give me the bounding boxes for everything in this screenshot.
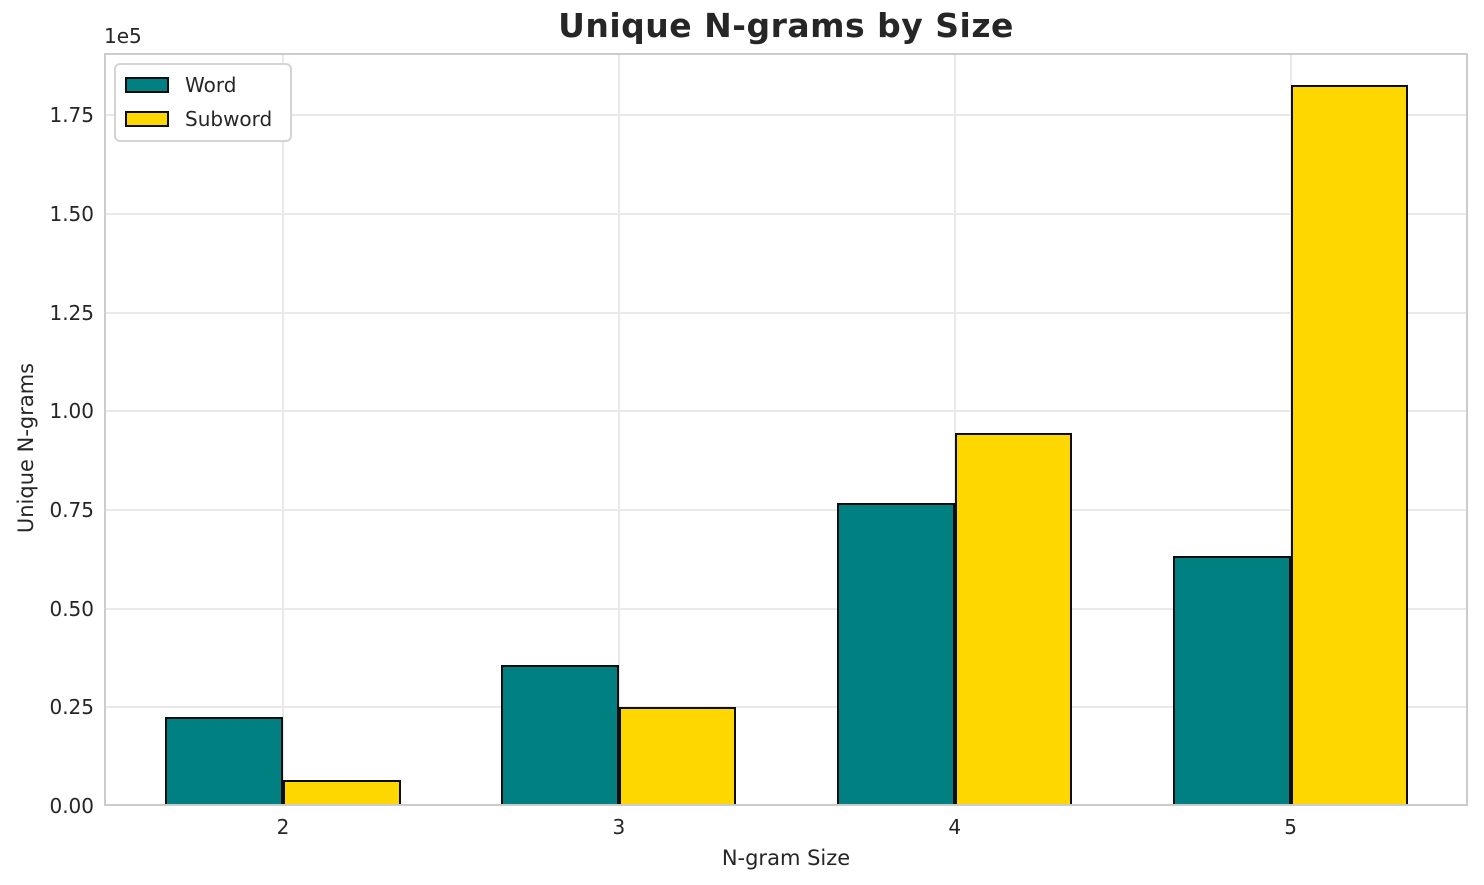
x-tick-label: 4 <box>948 815 962 839</box>
y-axis-offset-label: 1e5 <box>104 24 142 48</box>
plot-area: Word Subword <box>104 53 1468 806</box>
y-tick-label: 1.25 <box>49 300 94 325</box>
legend: Word Subword <box>114 63 293 142</box>
subword-series-swatch-icon <box>125 111 169 127</box>
chart-title: Unique N-grams by Size <box>558 6 1014 45</box>
h-gridline <box>104 410 1468 413</box>
h-gridline <box>104 114 1468 117</box>
x-tick-label: 5 <box>1284 815 1298 839</box>
legend-item-subword: Subword <box>125 108 272 130</box>
y-tick-label: 1.00 <box>49 399 94 424</box>
x-tick-label: 2 <box>276 815 290 839</box>
h-gridline <box>104 213 1468 216</box>
bar-word-3 <box>501 665 619 806</box>
y-tick-label: 1.75 <box>49 103 94 128</box>
legend-label-subword: Subword <box>185 107 273 131</box>
x-tick-label: 3 <box>612 815 626 839</box>
v-gridline <box>617 53 620 806</box>
bar-word-4 <box>837 502 955 806</box>
bar-subword-3 <box>618 706 737 806</box>
bar-word-2 <box>165 717 283 806</box>
h-gridline <box>104 607 1468 610</box>
h-gridline <box>104 509 1468 511</box>
y-tick-label: 0.50 <box>49 596 94 621</box>
y-tick-label: 0.75 <box>49 498 94 522</box>
y-tick-label: 0.00 <box>49 794 94 818</box>
x-axis-label: N-gram Size <box>721 846 851 870</box>
legend-item-word: Word <box>125 74 272 96</box>
y-tick-label: 1.50 <box>49 202 94 227</box>
y-tick-label: 0.25 <box>49 695 94 720</box>
v-gridline <box>282 53 285 806</box>
h-gridline <box>104 706 1468 709</box>
bar-subword-2 <box>283 780 401 806</box>
v-gridline <box>953 53 956 806</box>
bar-subword-5 <box>1290 85 1409 806</box>
word-series-swatch-icon <box>125 77 169 93</box>
bar-word-5 <box>1173 556 1291 806</box>
bar-subword-4 <box>954 433 1073 806</box>
h-gridline <box>104 311 1468 314</box>
legend-label-word: Word <box>185 73 237 97</box>
